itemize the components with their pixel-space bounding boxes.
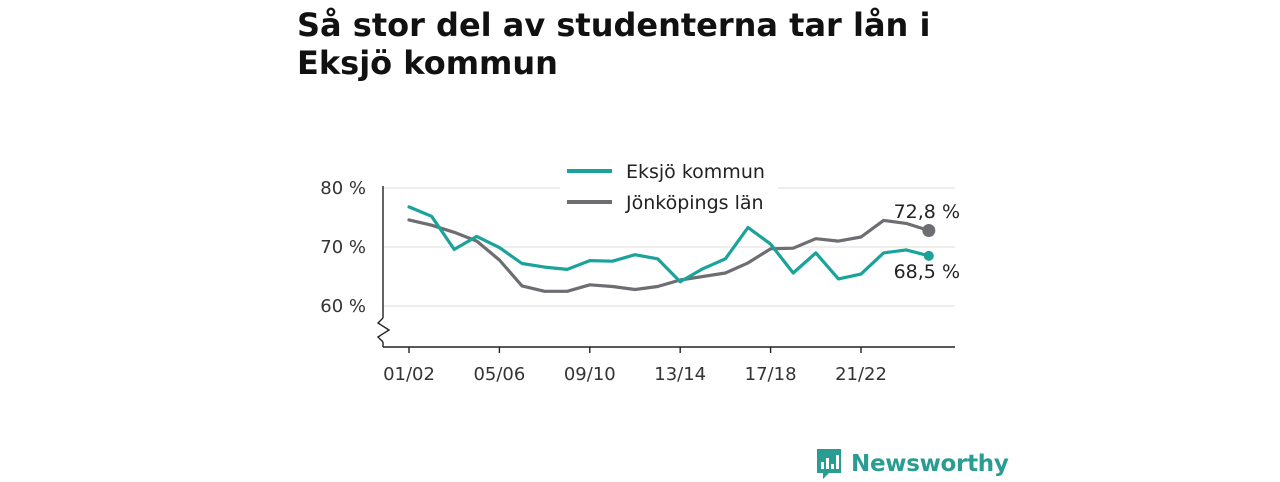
newsworthy-icon	[817, 449, 841, 479]
legend: Eksjö kommun Jönköpings län	[560, 156, 778, 218]
end-label-jonkoping: 72,8 %	[894, 201, 960, 223]
x-tick-label: 05/06	[473, 364, 525, 385]
end-point-eksjo	[923, 250, 934, 261]
end-labels: 72,8 % 68,5 %	[894, 201, 960, 283]
x-tick-label: 01/02	[383, 364, 435, 385]
legend-label: Jönköpings län	[625, 192, 764, 214]
x-tick-label: 21/22	[835, 364, 887, 385]
end-point-jonkoping	[922, 223, 936, 237]
chart-title: Så stor del av studenterna tar lån i Eks…	[297, 6, 931, 82]
y-tick-label: 70 %	[320, 237, 366, 258]
series-line-jonkoping	[407, 218, 931, 293]
series-lines	[407, 205, 936, 293]
axes	[376, 186, 955, 353]
series-line-eksjo	[407, 205, 931, 284]
end-label-eksjo: 68,5 %	[894, 261, 960, 283]
brand-name: Newsworthy	[851, 451, 1009, 477]
x-tick-label: 17/18	[745, 364, 797, 385]
x-tick-label: 13/14	[654, 364, 706, 385]
y-axis-break-mark	[376, 317, 391, 343]
legend-label: Eksjö kommun	[626, 161, 765, 183]
y-tick-label: 60 %	[320, 296, 366, 317]
y-tick-label: 80 %	[320, 178, 366, 199]
legend-background	[560, 156, 778, 218]
x-tick-label: 09/10	[564, 364, 616, 385]
newsworthy-logo: Newsworthy	[815, 446, 1009, 482]
tick-labels: 60 % 70 % 80 % 01/02 05/06 09/10 13/14 17/18 21/…	[320, 178, 887, 385]
